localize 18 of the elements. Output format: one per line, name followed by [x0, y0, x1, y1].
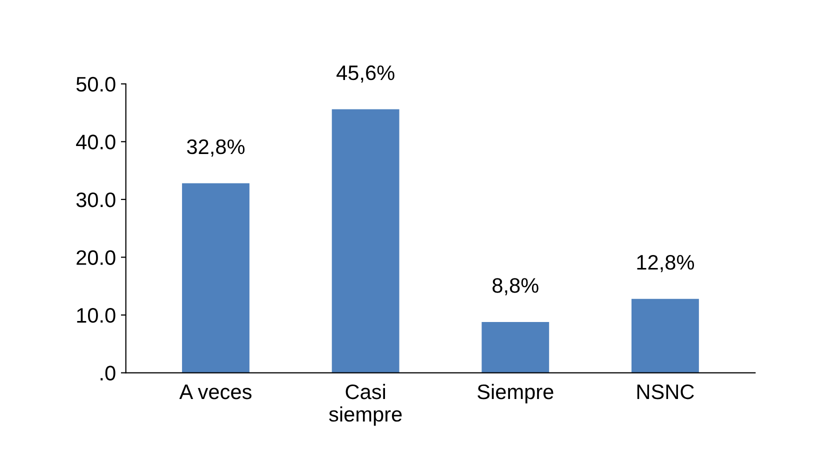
y-tick-label: .0	[100, 366, 116, 381]
y-tick-label: 40.0	[76, 134, 116, 150]
y-tick-label: 30.0	[76, 192, 116, 208]
x-tick-label: Casi siempre	[329, 384, 402, 426]
x-tick-label: Siempre	[478, 384, 554, 404]
y-tick-label: 10.0	[77, 308, 116, 323]
data-label: 8,8%	[492, 278, 538, 296]
y-tick-label: 50.0	[76, 76, 116, 92]
bar	[182, 183, 250, 373]
bar	[631, 298, 699, 373]
bar	[482, 322, 550, 373]
bar	[332, 109, 400, 373]
data-label: 32,8%	[187, 139, 245, 157]
x-tick-label: A veces	[179, 384, 252, 400]
data-label: 12,8%	[637, 254, 694, 272]
data-label: 45,6%	[336, 65, 394, 83]
x-tick-label: NSNC	[637, 384, 694, 400]
y-tick-label: 20.0	[76, 250, 116, 265]
